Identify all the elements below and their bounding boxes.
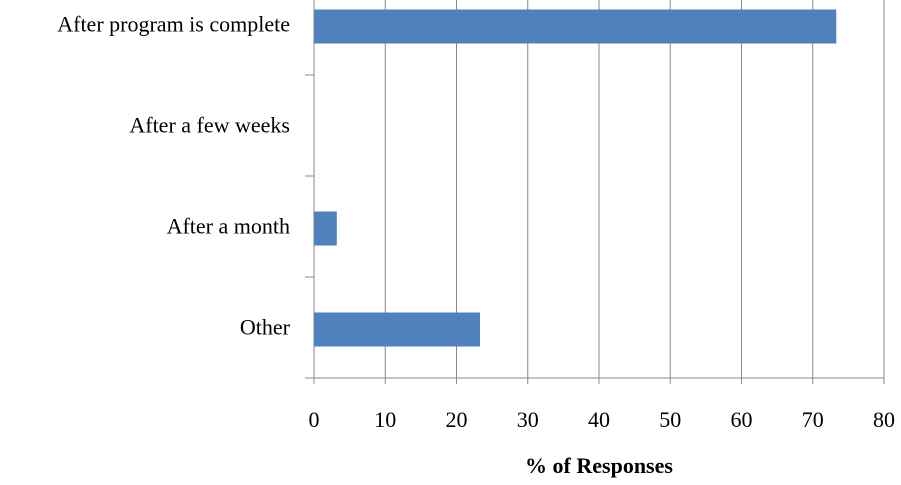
x-tick-label: 50	[659, 407, 681, 432]
x-tick-label: 40	[588, 407, 610, 432]
x-tick-label: 70	[802, 407, 824, 432]
bar	[314, 312, 481, 347]
x-tick-label: 0	[309, 407, 320, 432]
x-tick-label: 10	[374, 407, 396, 432]
x-tick-label: 60	[731, 407, 753, 432]
y-tick-label: Other	[240, 315, 291, 340]
bar	[314, 9, 837, 44]
y-tick-label: After program is complete	[57, 12, 290, 37]
x-axis-label: % of Responses	[525, 453, 673, 478]
y-tick-label: After a few weeks	[129, 113, 290, 138]
x-tick-label: 30	[517, 407, 539, 432]
y-tick-label: After a month	[167, 214, 290, 239]
x-tick-label: 80	[873, 407, 895, 432]
bar	[314, 211, 337, 246]
x-tick-label: 20	[446, 407, 468, 432]
